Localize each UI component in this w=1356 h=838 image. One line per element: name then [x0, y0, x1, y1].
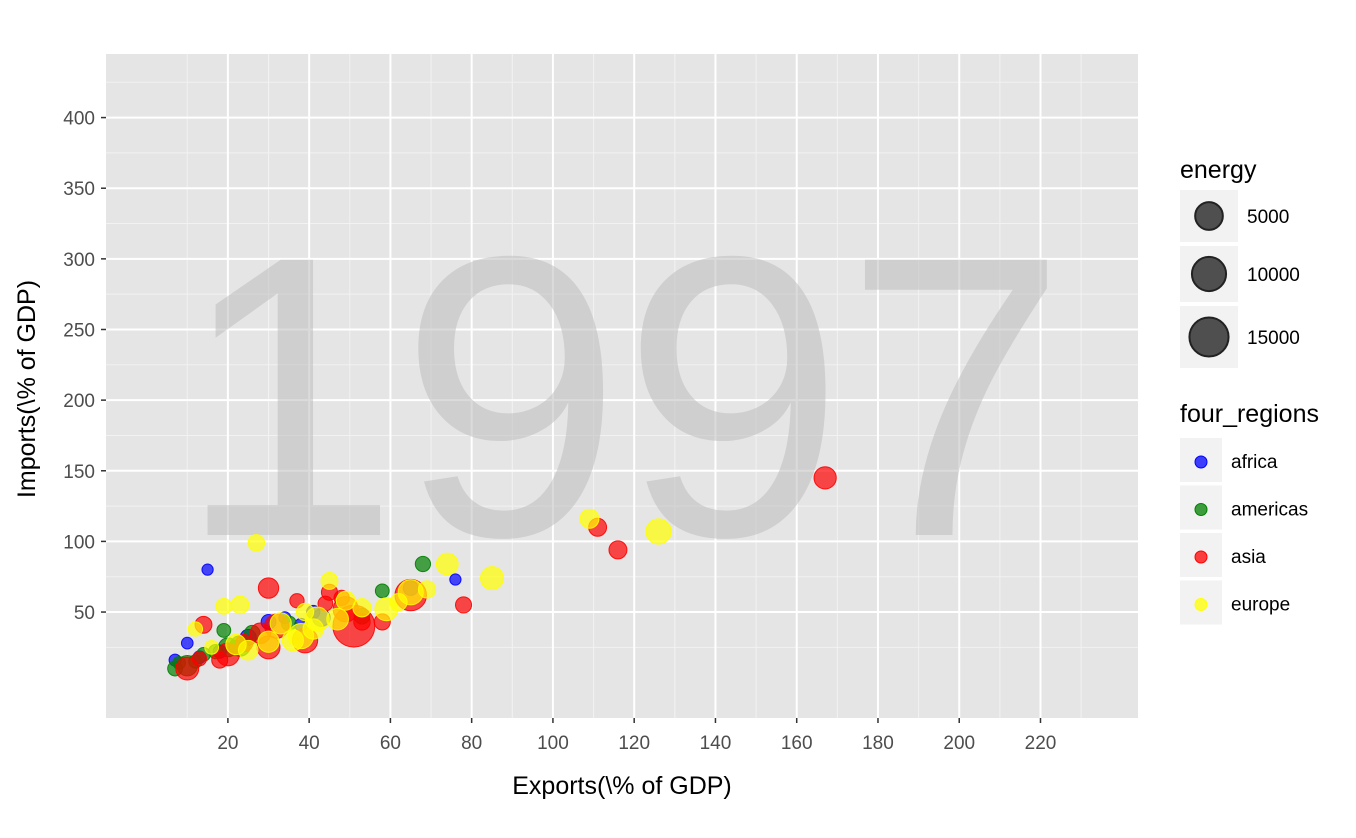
size-legend: energy 5000 10000 15000 — [1180, 156, 1300, 368]
data-point-europe — [335, 590, 356, 611]
x-tick-label: 200 — [943, 733, 975, 754]
x-tick-label: 20 — [217, 733, 238, 754]
data-point-africa — [201, 563, 214, 576]
data-points — [167, 466, 837, 681]
y-tick-label: 300 — [63, 250, 95, 271]
color-legend: four_regions africa americas asia europe — [1180, 400, 1319, 625]
y-tick-label: 400 — [63, 109, 95, 130]
data-point-europe — [247, 534, 266, 552]
x-axis-title: Exports(\% of GDP) — [512, 772, 732, 800]
data-point-europe — [480, 566, 504, 591]
major-gridlines — [106, 54, 1138, 718]
color-legend-marker — [1194, 598, 1208, 611]
x-tick-label: 220 — [1025, 733, 1057, 754]
color-legend-marker — [1194, 455, 1208, 469]
size-legend-label: 10000 — [1247, 265, 1300, 286]
data-point-europe — [326, 607, 349, 631]
color-legend-title: four_regions — [1180, 400, 1319, 428]
y-tick-label: 200 — [63, 391, 95, 412]
data-point-asia — [608, 540, 628, 560]
x-tick-label: 60 — [380, 733, 401, 754]
data-point-europe — [645, 518, 672, 545]
x-axis-ticks: 20 40 60 80 100 120 140 160 180 200 220 — [217, 718, 1056, 754]
x-tick-label: 120 — [618, 733, 650, 754]
y-tick-label: 350 — [63, 179, 95, 200]
data-point-europe — [187, 621, 204, 637]
data-point-europe — [352, 598, 372, 618]
size-legend-label: 5000 — [1247, 207, 1289, 228]
data-point-europe — [269, 612, 292, 635]
data-point-africa — [180, 636, 194, 650]
size-legend-marker — [1188, 316, 1230, 358]
size-legend-marker — [1190, 255, 1228, 293]
data-point-europe — [417, 580, 437, 599]
data-point-americas — [216, 623, 232, 638]
size-legend-marker — [1194, 201, 1224, 231]
data-point-asia — [191, 651, 208, 667]
x-tick-label: 160 — [781, 733, 813, 754]
plot-panel — [106, 54, 1138, 718]
y-axis-ticks: 50 100 150 200 250 300 350 400 — [63, 109, 106, 624]
data-point-europe — [304, 606, 330, 632]
data-point-asia — [175, 656, 200, 681]
data-point-asia — [813, 466, 837, 490]
y-tick-label: 100 — [63, 532, 95, 553]
color-legend-marker — [1194, 503, 1208, 516]
data-point-europe — [435, 552, 459, 576]
x-tick-label: 140 — [700, 733, 732, 754]
color-legend-label: asia — [1231, 547, 1266, 568]
x-tick-label: 40 — [299, 733, 320, 754]
data-point-africa — [449, 573, 462, 586]
color-legend-label: americas — [1231, 500, 1308, 521]
color-legend-marker — [1194, 550, 1208, 564]
y-tick-label: 150 — [63, 462, 95, 483]
y-axis-title: Imports(\% of GDP) — [13, 280, 41, 498]
data-point-europe — [230, 595, 250, 615]
y-tick-label: 50 — [74, 603, 95, 624]
data-point-europe — [215, 598, 233, 615]
size-legend-label: 15000 — [1247, 328, 1300, 349]
data-point-asia — [454, 596, 473, 614]
data-point-europe — [320, 572, 339, 590]
data-point-europe — [257, 630, 280, 653]
data-point-americas — [414, 555, 432, 573]
data-point-europe — [204, 639, 220, 655]
x-tick-label: 80 — [461, 733, 482, 754]
data-point-europe — [579, 508, 600, 529]
data-point-europe — [237, 639, 259, 661]
x-tick-label: 180 — [862, 733, 894, 754]
y-tick-label: 250 — [63, 320, 95, 341]
color-legend-label: europe — [1231, 595, 1290, 616]
x-tick-label: 100 — [537, 733, 569, 754]
minor-gridlines — [106, 54, 1138, 718]
data-point-asia — [257, 577, 280, 599]
color-legend-label: africa — [1231, 452, 1278, 473]
data-point-americas — [374, 583, 390, 599]
size-legend-title: energy — [1180, 156, 1257, 184]
